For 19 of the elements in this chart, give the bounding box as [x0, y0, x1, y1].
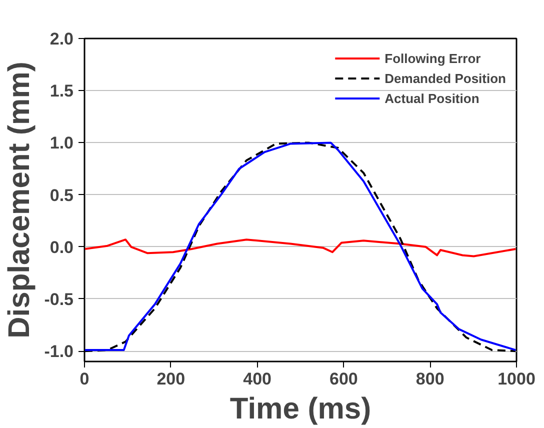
y-tick-label: -1.0	[44, 342, 74, 362]
y-tick-label: 1.5	[50, 82, 74, 101]
line-series	[84, 238, 516, 258]
legend-label: Actual Position	[384, 90, 480, 106]
y-tick-label: 1.0	[50, 134, 74, 153]
legend-label: Demanded Position	[384, 70, 506, 86]
x-tick-label: 200	[156, 370, 186, 388]
y-tick-label: 0.0	[50, 238, 74, 257]
y-tick-label: 0.5	[50, 186, 74, 205]
x-axis-title: Time (ms)	[230, 392, 372, 426]
y-axis-title: Displacement (mm)	[3, 62, 36, 338]
y-tick-label: -0.5	[44, 290, 74, 309]
legend-label: Following Error	[384, 50, 481, 66]
x-tick-label: 400	[243, 370, 272, 388]
y-tick-label: 2.0	[50, 30, 74, 48]
x-tick-label: 600	[330, 370, 358, 388]
x-tick-label: 800	[416, 370, 444, 388]
x-tick-label: 1000	[498, 370, 536, 388]
x-tick-label: 0	[80, 370, 90, 388]
